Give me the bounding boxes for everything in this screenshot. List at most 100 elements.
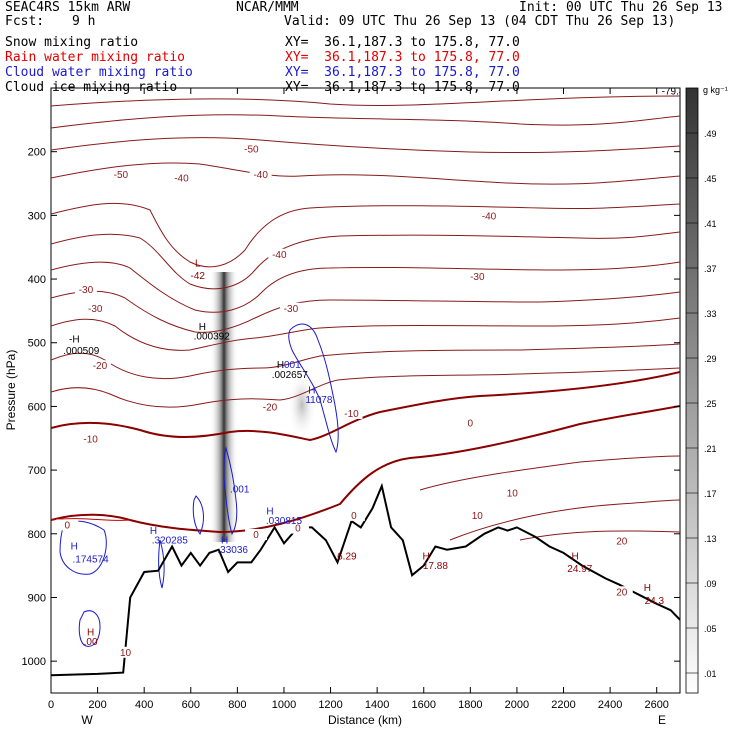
extremum-label: H (199, 322, 206, 333)
extremum-label: .000392 (194, 332, 231, 343)
extremum-label: .320285 (152, 535, 189, 546)
extremum-label: H (644, 583, 651, 594)
colorbar-tick-label: .29 (704, 354, 717, 364)
temperature-contour-label: -40 (174, 173, 189, 184)
extremum-label: H (308, 386, 315, 397)
field-xy-snow: XY= 36.1,187.3 to 175.8, 77.0 (285, 35, 520, 50)
field-label-cloud-water: Cloud water mixing ratio (5, 65, 193, 80)
extrema-labels: -79.4L-42H.000392-H.000509H.002657.001H1… (63, 86, 685, 648)
extremum-label: .001 (230, 484, 250, 495)
temperature-label-bg (245, 528, 268, 540)
temperature-label-bg (56, 519, 79, 531)
temperature-label-bg (340, 407, 363, 419)
fcst-value: 9 h (72, 14, 96, 29)
colorbar-tick-label: .05 (704, 624, 717, 634)
colorbar-tick-label: .13 (704, 534, 717, 544)
x-tick-label: 800 (228, 699, 246, 711)
y-axis-label: Pressure (hPa) (4, 350, 18, 431)
y-tick-label: 600 (28, 401, 46, 413)
valid-time: Valid: 09 UTC Thu 26 Sep 13 (04 CDT Thu … (284, 14, 676, 29)
temperature-label-bg (477, 210, 500, 222)
x-tick-label: 1400 (365, 699, 389, 711)
temperature-contour-label: 0 (253, 530, 259, 541)
y-tick-label: 1000 (22, 656, 46, 668)
y-tick-label: 800 (28, 529, 46, 541)
colorbar-tick-label: .25 (704, 399, 717, 409)
extremum-label: H (422, 551, 429, 562)
colorbar-tick-label: .37 (704, 264, 717, 274)
temperature-label-bg (279, 302, 302, 314)
temperature-contour-label: -30 (79, 285, 94, 296)
contour-labels: -50 -50 -40 -40 -40 -40 -30 -30 -30 -30 -20 -20 -10 -… (56, 143, 633, 659)
colorbar-tick-label: .17 (704, 489, 717, 499)
temperature-label-bg (170, 172, 193, 184)
extremum-label: 11078 (305, 395, 333, 406)
temperature-contour-label: -10 (344, 409, 359, 420)
x-tick-label: 2200 (551, 699, 575, 711)
x-tick-label: 2400 (598, 699, 622, 711)
temperature-contour-label: -30 (88, 304, 103, 315)
x-tick-label: 1000 (272, 699, 296, 711)
temperature-contour-label: 0 (351, 511, 357, 522)
rain-water-contour (51, 518, 131, 521)
temperature-label-bg (109, 169, 132, 181)
extremum-label: -79.4 (662, 86, 685, 97)
extremum-label: .33036 (217, 545, 248, 556)
extremum-label: .002657 (272, 370, 309, 381)
temperature-label-bg (249, 169, 272, 181)
temperature-contour-label: -20 (263, 403, 278, 414)
field-label-rain: Rain water mixing ratio (5, 50, 186, 65)
x-tick-label: 2600 (644, 699, 668, 711)
extremum-label: .00 (84, 637, 98, 648)
temperature-label-bg (88, 360, 111, 372)
colorbar-tick-label: .01 (704, 669, 717, 679)
colorbar: .01.05.09.13.17.21.25.29.33.37.41.45.49 … (685, 85, 728, 694)
x-axis-label: Distance (km) (328, 713, 402, 727)
extremum-label: H (71, 542, 78, 553)
cloud-water-contours (59, 323, 339, 647)
extremum-label: -42 (191, 271, 206, 282)
extremum-label: H (150, 526, 157, 537)
y-tick-label: 300 (28, 210, 46, 222)
temperature-label-bg (74, 283, 97, 295)
terrain-line (51, 482, 680, 677)
temperature-label-bg (114, 646, 137, 658)
temperature-label-bg (466, 271, 489, 283)
x-tick-label: 1800 (458, 699, 482, 711)
temperature-contour-label: 10 (120, 648, 132, 659)
temperature-label-bg (286, 522, 309, 534)
colorbar-tick-label: .33 (704, 309, 717, 319)
colorbar-gradient (685, 87, 699, 694)
colorbar-tick-label: .41 (704, 219, 717, 229)
temperature-contour-label: 20 (616, 587, 628, 598)
init-time: Init: 00 UTC Thu 26 Sep 13 (519, 0, 723, 15)
x-axis: 0 200 400 600 800 1000 1200 1400 1600 1800 2000 220… (48, 88, 669, 711)
colorbar-ticks: .01 .05 .09 .13 .17 .21 .25 .29 .33 .37 .41 .45 .49 (686, 129, 717, 679)
temperature-label-bg (258, 401, 281, 413)
field-xy-cloud-water: XY= 36.1,187.3 to 175.8, 77.0 (285, 65, 520, 80)
extremum-label: .030815 (266, 516, 303, 527)
temperature-contour-label: 10 (507, 489, 519, 500)
temperature-contour-label: 0 (295, 524, 301, 535)
temperature-label-bg (268, 248, 291, 260)
temperature-label-bg (501, 487, 524, 499)
colorbar-tick-label: .21 (704, 444, 717, 454)
extremum-label: 24.97 (567, 564, 592, 575)
extremum-label: H (266, 507, 273, 518)
y-tick-label: 200 (28, 147, 46, 159)
extremum-label: .174574 (73, 554, 110, 565)
temperature-contour-label: 0 (468, 419, 474, 430)
extremum-label: L (195, 258, 201, 269)
temperature-contour-label: 20 (616, 536, 628, 547)
center-name: NCAR/MMM (236, 0, 299, 15)
temperature-contours (51, 95, 680, 541)
field-xy-rain: XY= 36.1,187.3 to 175.8, 77.0 (285, 50, 520, 65)
model-title: SEAC4RS 15km ARW (5, 0, 131, 15)
temperature-contour-label: -30 (284, 304, 299, 315)
y-tick-label: 400 (28, 274, 46, 286)
field-label-snow: Snow mixing ratio (5, 35, 139, 50)
temperature-contour-label: -30 (470, 272, 485, 283)
cloud-ice-shading (288, 371, 316, 439)
